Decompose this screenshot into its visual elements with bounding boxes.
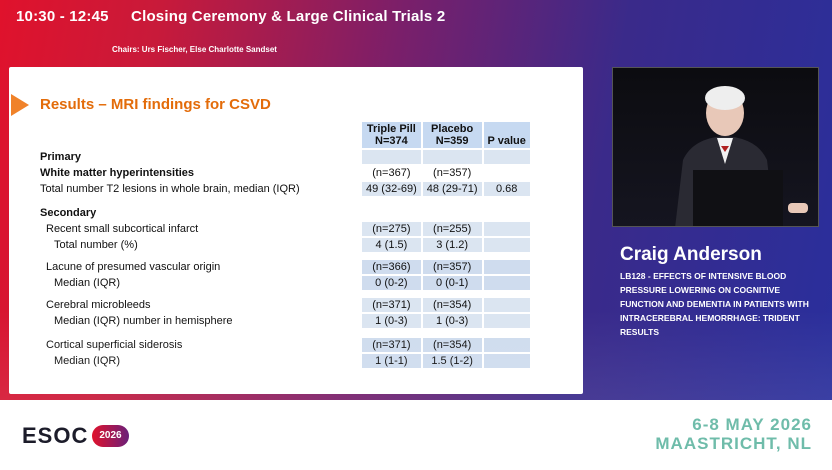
cell-p: [483, 298, 530, 312]
table-row: Recent small subcortical infarct (n=275)…: [36, 222, 530, 236]
table-row: Cortical superficial siderosis (n=371) (…: [36, 338, 530, 352]
row-label: Recent small subcortical infarct: [46, 223, 199, 235]
conference-dates: 6-8 MAY 2026 MAASTRICHT, NL: [655, 415, 812, 453]
table-spacer-row: [36, 254, 530, 258]
cell-placebo: 0 (0-1): [422, 276, 482, 290]
header-triple-n: N=374: [375, 135, 408, 147]
table-header-row: Triple Pill N=374 Placebo N=359 P value: [36, 122, 530, 148]
cell-p: [483, 260, 530, 274]
cell-p: [483, 150, 530, 164]
table-header-blank: [36, 122, 360, 148]
cell-triple: (n=367): [372, 167, 411, 179]
cell-p: [483, 238, 530, 252]
row-label: Cerebral microbleeds: [46, 299, 151, 311]
talk-title: LB128 - EFFECTS OF INTENSIVE BLOOD PRESS…: [620, 271, 809, 337]
cell-triple: [362, 150, 421, 164]
cell-triple: 49 (32-69): [362, 182, 421, 196]
presentation-screen: 10:30 - 12:45 Closing Ceremony & Large C…: [0, 0, 832, 400]
table-row: Median (IQR) number in hemisphere 1 (0-3…: [36, 314, 530, 328]
header-placebo: Placebo N=359: [422, 122, 482, 148]
session-time: 10:30 - 12:45: [16, 8, 109, 25]
cell-p: [483, 222, 530, 236]
session-title: Closing Ceremony & Large Clinical Trials…: [131, 8, 446, 25]
cell-placebo: (n=354): [422, 298, 482, 312]
table-spacer-row: [36, 198, 530, 204]
table-row: White matter hyperintensities (n=367) (n…: [36, 166, 530, 180]
arrow-icon: [11, 94, 29, 116]
row-label: Secondary: [40, 207, 97, 219]
cell-placebo: 3 (1.2): [422, 238, 482, 252]
cell-p: [483, 276, 530, 290]
cell-placebo: 48 (29-71): [422, 182, 482, 196]
spacer-cell: [36, 254, 530, 258]
cell-p: [483, 354, 530, 368]
table-spacer-row: [36, 330, 530, 336]
table-row: Total number T2 lesions in whole brain, …: [36, 182, 530, 196]
cell-placebo: 1 (0-3): [422, 314, 482, 328]
cell-p: [484, 206, 530, 220]
cell-triple: (n=366): [362, 260, 421, 274]
cell-p: [484, 166, 530, 180]
dates-text: 6-8 MAY 2026: [692, 415, 812, 434]
header-placebo-n: N=359: [435, 135, 469, 147]
row-label: Total number T2 lesions in whole brain, …: [40, 183, 300, 195]
table-row: Total number (%) 4 (1.5) 3 (1.2): [36, 238, 530, 252]
cell-placebo: [422, 150, 482, 164]
cell-placebo: [423, 206, 482, 220]
cell-p: [483, 314, 530, 328]
cell-placebo: (n=354): [422, 338, 482, 352]
header-placebo-label: Placebo: [431, 123, 474, 135]
session-header: 10:30 - 12:45 Closing Ceremony & Large C…: [16, 8, 445, 25]
logo-year-badge: 2026: [92, 425, 129, 447]
row-label: Total number (%): [54, 239, 138, 251]
location-text: MAASTRICHT, NL: [655, 434, 812, 453]
table-row: Median (IQR) 0 (0-2) 0 (0-1): [36, 276, 530, 290]
cell-placebo: (n=357): [433, 167, 472, 179]
spacer-cell: [36, 198, 530, 204]
table-row: Primary: [36, 150, 530, 164]
row-label: Cortical superficial siderosis: [46, 339, 183, 351]
cell-triple: (n=371): [362, 338, 421, 352]
cell-triple: 1 (0-3): [362, 314, 421, 328]
row-label: Median (IQR): [54, 277, 121, 289]
row-label: Lacune of presumed vascular origin: [46, 261, 221, 273]
table-row: Cerebral microbleeds (n=371) (n=354): [36, 298, 530, 312]
header-p-label: P value: [487, 135, 526, 147]
table-row: Secondary: [36, 206, 530, 220]
cell-triple: 4 (1.5): [362, 238, 421, 252]
cell-triple: 1 (1-1): [362, 354, 421, 368]
row-label: Median (IQR): [54, 355, 121, 367]
header-p-value: P value: [483, 122, 530, 148]
table-row: Median (IQR) 1 (1-1) 1.5 (1-2): [36, 354, 530, 368]
cell-p: 0.68: [483, 182, 530, 196]
spacer-cell: [36, 292, 530, 296]
speaker-name: Craig Anderson: [620, 244, 762, 265]
logo-text: ESOC: [22, 423, 89, 448]
cell-triple: [362, 206, 421, 220]
row-label: Primary: [40, 151, 81, 163]
speaker-video: [612, 67, 819, 227]
spacer-cell: [36, 330, 530, 336]
cell-placebo: (n=255): [422, 222, 482, 236]
row-label: White matter hyperintensities: [40, 167, 195, 179]
cell-triple: (n=275): [362, 222, 421, 236]
table-row: Lacune of presumed vascular origin (n=36…: [36, 260, 530, 274]
speaker-silhouette-icon: [675, 86, 808, 226]
cell-p: [483, 338, 530, 352]
header-triple-pill: Triple Pill N=374: [362, 122, 421, 148]
row-label: Median (IQR) number in hemisphere: [54, 315, 233, 327]
conference-logo: ESOC 2026: [22, 423, 129, 449]
table-spacer-row: [36, 292, 530, 296]
slide: Results – MRI findings for CSVD Triple P…: [9, 67, 583, 394]
cell-placebo: 1.5 (1-2): [422, 354, 482, 368]
cell-triple: (n=371): [362, 298, 421, 312]
header-triple-label: Triple Pill: [366, 123, 416, 135]
cell-triple: 0 (0-2): [362, 276, 421, 290]
results-table: Triple Pill N=374 Placebo N=359 P value …: [34, 120, 532, 370]
slide-title: Results – MRI findings for CSVD: [40, 96, 271, 113]
cell-placebo: (n=357): [422, 260, 482, 274]
session-chairs: Chairs: Urs Fischer, Else Charlotte Sand…: [112, 45, 277, 54]
